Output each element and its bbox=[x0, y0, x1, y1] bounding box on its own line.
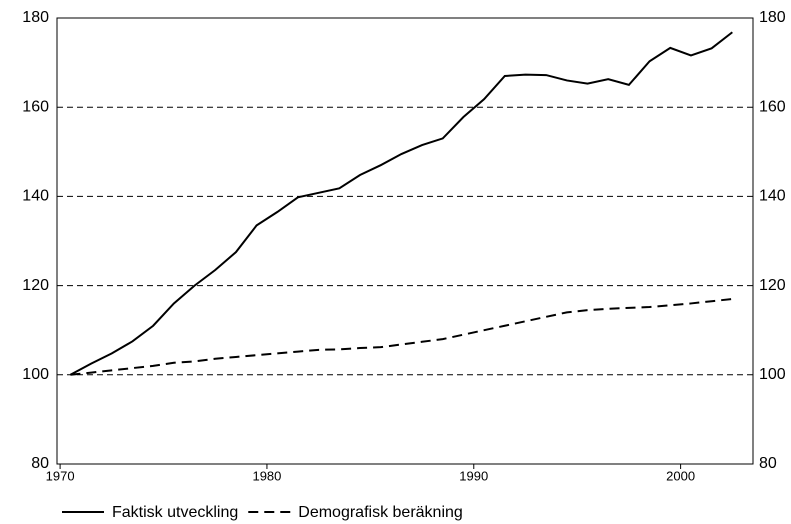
y-tick-label: 140 bbox=[22, 188, 49, 205]
y-tick-label: 120 bbox=[22, 277, 49, 294]
legend-label: Faktisk utveckling bbox=[112, 504, 238, 521]
y2-tick-label: 180 bbox=[759, 9, 786, 26]
legend-label: Demografisk beräkning bbox=[298, 504, 463, 521]
x-tick-label: 1980 bbox=[252, 468, 281, 483]
y-tick-label: 100 bbox=[22, 366, 49, 383]
y-tick-label: 180 bbox=[22, 9, 49, 26]
y2-tick-label: 100 bbox=[759, 366, 786, 383]
y2-tick-label: 140 bbox=[759, 188, 786, 205]
y-tick-label: 160 bbox=[22, 98, 49, 115]
series-line bbox=[69, 31, 733, 376]
x-tick-label: 2000 bbox=[666, 468, 695, 483]
y2-tick-label: 80 bbox=[759, 455, 777, 472]
y-tick-label: 80 bbox=[31, 455, 49, 472]
x-tick-label: 1970 bbox=[46, 468, 75, 483]
y2-tick-label: 160 bbox=[759, 98, 786, 115]
series-line bbox=[70, 297, 733, 376]
plot-frame bbox=[56, 17, 754, 465]
y2-tick-label: 120 bbox=[759, 277, 786, 294]
x-tick-label: 1990 bbox=[459, 468, 488, 483]
